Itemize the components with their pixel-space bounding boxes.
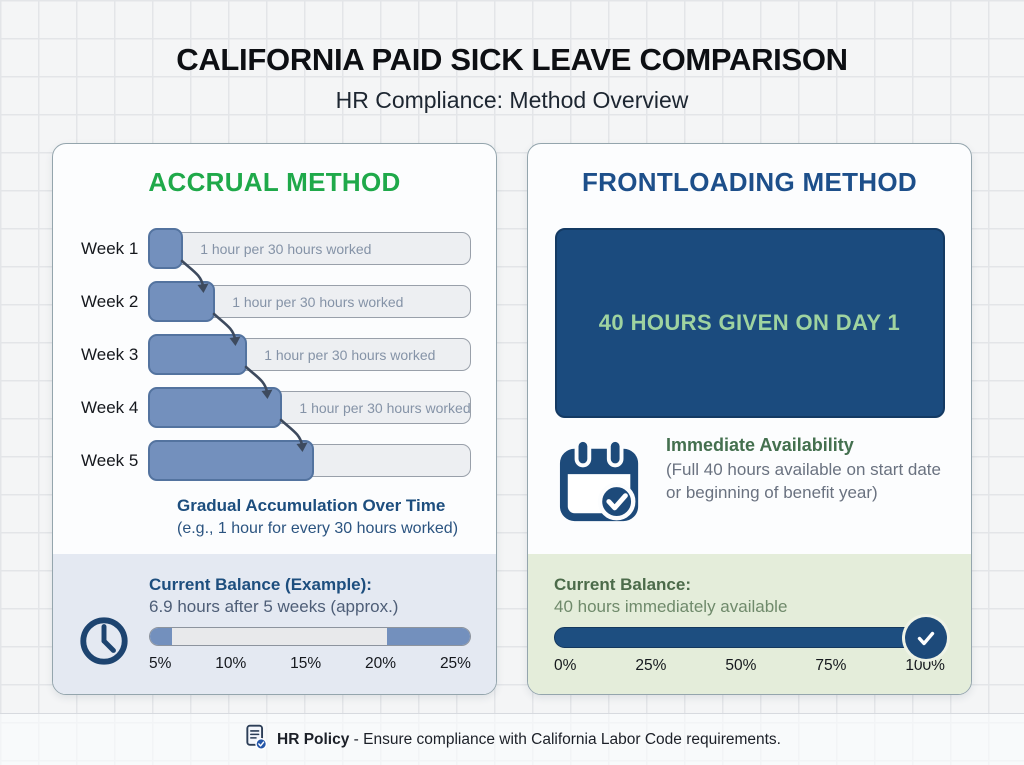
week-label: Week 3: [81, 344, 139, 364]
tick-label: 25%: [635, 657, 667, 674]
week-label: Week 5: [81, 450, 139, 470]
footer: HR Policy - Ensure compliance with Calif…: [0, 713, 1024, 765]
footer-label: HR Policy: [277, 730, 350, 748]
frontloading-grant-box: 40 HOURS GIVEN ON DAY 1: [554, 228, 945, 418]
frontloading-balance-content: Current Balance: 40 hours immediately av…: [554, 575, 947, 675]
tick-label: 50%: [725, 657, 757, 674]
frontloading-progress-ticks: 0% 25% 50% 75% 100%: [554, 657, 945, 675]
accrual-note: Gradual Accumulation Over Time (e.g., 1 …: [177, 496, 458, 538]
accrual-progress-bar: [149, 627, 471, 646]
availability-text: Immediate Availability (Full 40 hours av…: [666, 435, 949, 505]
accrual-bar-track: [148, 440, 471, 481]
tick-label: 75%: [815, 657, 847, 674]
accrual-balance-content: Current Balance (Example): 6.9 hours aft…: [149, 575, 471, 673]
accrual-bar-track: 1 hour per 30 hours worked: [148, 387, 471, 452]
page-subtitle: HR Compliance: Method Overview: [335, 87, 689, 113]
check-circle-icon: [905, 617, 947, 659]
frontloading-balance-section: Current Balance: 40 hours immediately av…: [528, 554, 971, 694]
page-header: CALIFORNIA PAID SICK LEAVE COMPARISON HR…: [0, 0, 1024, 114]
comparison-panels: ACCRUAL METHOD Week 1 1 hour per 30 hour…: [52, 143, 972, 695]
accrual-balance-subtitle: 6.9 hours after 5 weeks (approx.): [149, 597, 399, 616]
frontloading-panel: FRONTLOADING METHOD 40 HOURS GIVEN ON DA…: [527, 143, 972, 695]
accrual-bar-track: 1 hour per 30 hours worked: [148, 334, 471, 399]
tick-label: 20%: [365, 655, 397, 672]
accrual-weeks-chart: Week 1 1 hour per 30 hours worked Week 2…: [81, 222, 471, 487]
week-row: Week 4 1 hour per 30 hours worked: [81, 381, 471, 452]
week-label: Week 2: [81, 291, 139, 311]
hr-policy-document-icon: [243, 723, 269, 756]
availability-subtitle: (Full 40 hours available on start date o…: [666, 460, 941, 502]
accrual-bar-text: 1 hour per 30 hours worked: [232, 293, 404, 310]
footer-row: HR Policy - Ensure compliance with Calif…: [0, 714, 1024, 765]
frontloading-balance-title: Current Balance:: [554, 575, 691, 594]
progress-segment-left: [150, 628, 173, 645]
tick-label: 5%: [149, 655, 172, 672]
accrual-bar-fill: [148, 440, 315, 481]
week-label: Week 1: [81, 238, 139, 258]
accrual-bar-fill: [148, 281, 216, 322]
week-row: Week 1 1 hour per 30 hours worked: [81, 222, 471, 293]
tick-label: 0%: [554, 657, 577, 674]
accrual-progress-ticks: 5% 10% 15% 20% 25%: [149, 655, 471, 673]
accrual-bar-track: 1 hour per 30 hours worked: [148, 228, 471, 293]
availability-row: Immediate Availability (Full 40 hours av…: [558, 435, 949, 532]
tick-label: 100%: [905, 657, 945, 674]
accrual-bar-fill: [148, 334, 248, 375]
accrual-panel: ACCRUAL METHOD Week 1 1 hour per 30 hour…: [52, 143, 497, 695]
accrual-title: ACCRUAL METHOD: [148, 167, 401, 197]
tick-label: 15%: [290, 655, 322, 672]
frontloading-title: FRONTLOADING METHOD: [581, 167, 917, 197]
calendar-check-icon: [558, 435, 644, 532]
footer-description: - Ensure compliance with California Labo…: [353, 730, 781, 748]
clock-icon: [77, 614, 131, 673]
frontloading-progress-bar: [554, 617, 947, 659]
week-row: Week 5: [81, 434, 471, 487]
page-title: CALIFORNIA PAID SICK LEAVE COMPARISON: [176, 42, 848, 77]
accrual-balance-section: Current Balance (Example): 6.9 hours aft…: [53, 554, 496, 694]
accrual-bar-track: 1 hour per 30 hours worked: [148, 281, 471, 346]
availability-title: Immediate Availability: [666, 435, 854, 455]
frontloading-grant-text: 40 HOURS GIVEN ON DAY 1: [598, 310, 901, 335]
accrual-bar-fill: [148, 228, 184, 269]
week-row: Week 3 1 hour per 30 hours worked: [81, 328, 471, 399]
accrual-bar-fill: [148, 387, 283, 428]
accrual-balance-title: Current Balance (Example):: [149, 575, 372, 594]
footer-text: HR Policy - Ensure compliance with Calif…: [277, 731, 781, 749]
accrual-note-title: Gradual Accumulation Over Time: [177, 496, 446, 515]
accrual-bar-text: 1 hour per 30 hours worked: [200, 240, 372, 257]
week-label: Week 4: [81, 397, 139, 417]
frontloading-balance-subtitle: 40 hours immediately available: [554, 597, 788, 616]
week-row: Week 2 1 hour per 30 hours worked: [81, 275, 471, 346]
tick-label: 25%: [439, 655, 471, 672]
accrual-bar-text: 1 hour per 30 hours worked: [299, 399, 471, 416]
accrual-note-subtitle: (e.g., 1 hour for every 30 hours worked): [177, 520, 459, 537]
accrual-bar-text: 1 hour per 30 hours worked: [264, 346, 436, 363]
progress-segment-right: [386, 628, 470, 645]
tick-label: 10%: [215, 655, 247, 672]
